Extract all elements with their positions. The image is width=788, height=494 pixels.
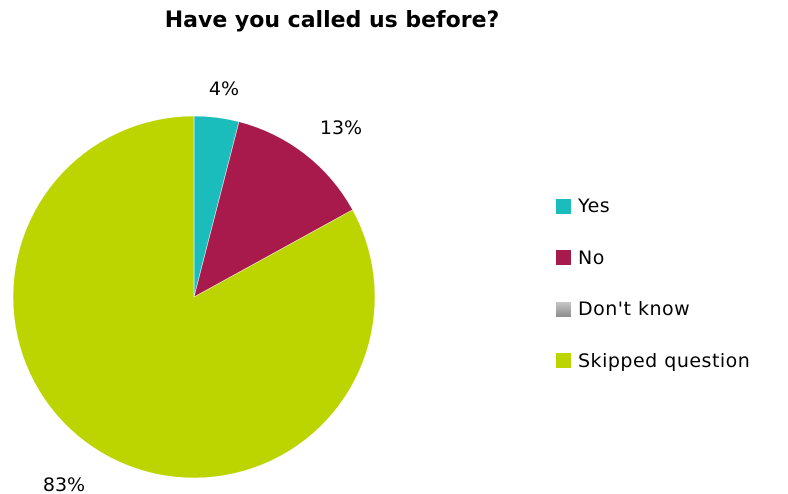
- legend-swatch-dont-know: [556, 301, 571, 317]
- data-label-yes: 4%: [209, 78, 239, 100]
- legend-item-dont-know: Don't know: [556, 296, 750, 322]
- legend-swatch-yes: [556, 198, 571, 214]
- chart-title: Have you called us before?: [164, 8, 500, 33]
- legend-item-yes: Yes: [556, 193, 750, 219]
- pie-slice-skipped-question: [12, 115, 376, 479]
- pie-slices: [12, 115, 376, 479]
- legend-item-no: No: [556, 245, 750, 271]
- legend-swatch-no: [556, 250, 571, 265]
- legend-item-skipped-question: Skipped question: [556, 348, 750, 374]
- legend-label-yes: Yes: [578, 195, 611, 217]
- legend-swatch-skipped-question: [556, 353, 571, 368]
- pie-slice-no: [193, 121, 353, 298]
- legend-label-skipped-question: Skipped question: [578, 349, 751, 372]
- data-label-skipped-question: 83%: [43, 474, 85, 494]
- legend: Yes No Don't know Skipped question: [556, 193, 750, 399]
- pie-data-labels: 4% 13% 83%: [43, 78, 362, 494]
- legend-label-dont-know: Don't know: [578, 298, 691, 320]
- legend-label-no: No: [578, 246, 605, 269]
- data-label-no: 13%: [320, 117, 362, 139]
